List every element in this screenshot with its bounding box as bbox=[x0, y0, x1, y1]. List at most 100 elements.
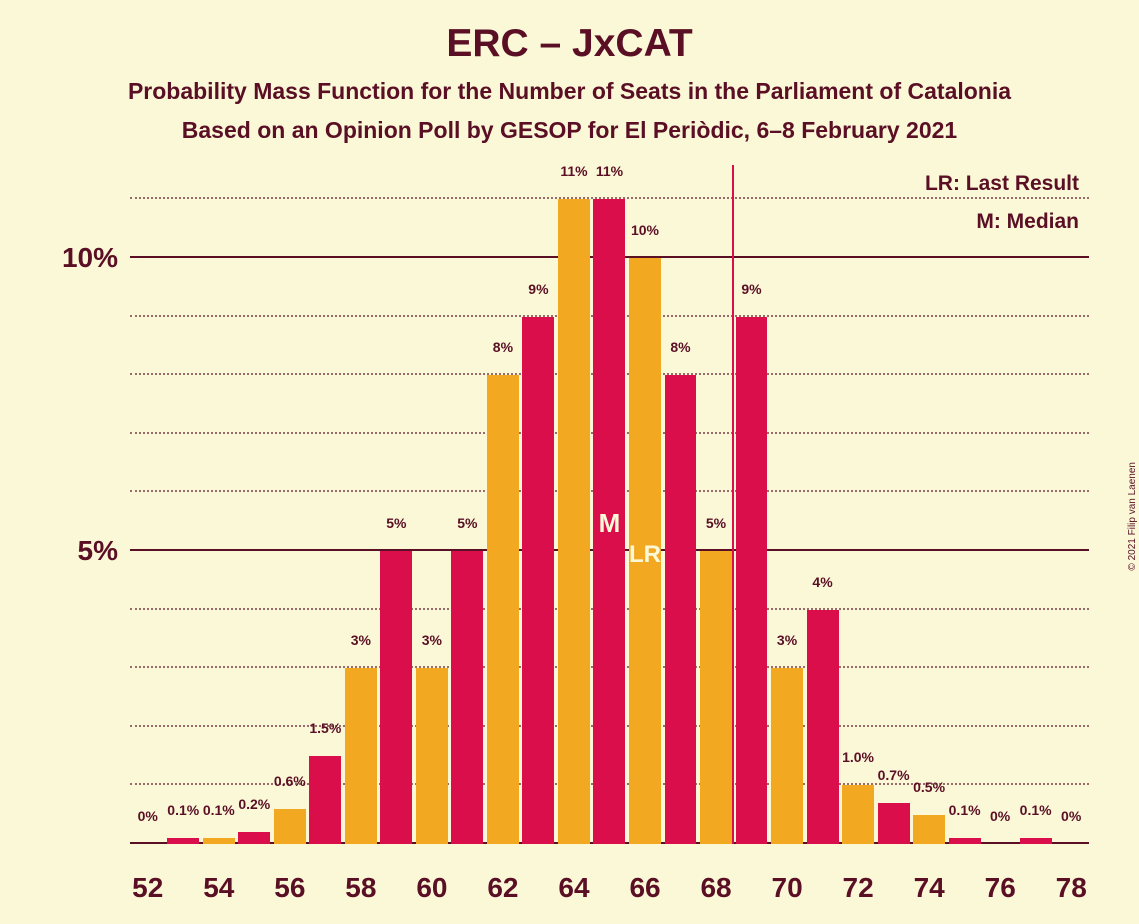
copyright-text: © 2021 Filip van Laenen bbox=[1128, 462, 1139, 571]
bar-value-label: 0.1% bbox=[949, 802, 981, 820]
x-tick-label: 70 bbox=[772, 872, 803, 904]
bar-value-label: 5% bbox=[386, 515, 406, 533]
bar bbox=[238, 832, 270, 844]
bar-slot: 5% bbox=[698, 170, 734, 844]
bar-value-label: 0.1% bbox=[1020, 802, 1052, 820]
bar-value-label: 11% bbox=[560, 163, 587, 181]
x-tick-label: 60 bbox=[416, 872, 447, 904]
bar-value-label: 10% bbox=[631, 222, 659, 240]
x-axis: 52 54 56 58 60 62 64 66 68 70 72 74 76 78 bbox=[130, 849, 1089, 904]
bar bbox=[700, 551, 732, 844]
bar-slot: 1.5% bbox=[308, 170, 344, 844]
bar-value-label: 3% bbox=[422, 632, 442, 650]
bar-slot: 0.1% bbox=[201, 170, 237, 844]
bar-slot: 0% bbox=[130, 170, 166, 844]
bar-value-label: 0.2% bbox=[238, 796, 270, 814]
plot-area: LR: Last Result M: Median 5%10%0%0.1%0.1… bbox=[130, 170, 1089, 844]
bar-slot: 0.1% bbox=[1018, 170, 1054, 844]
bar-value-label: 0.1% bbox=[203, 802, 235, 820]
bar-slot: 4% bbox=[805, 170, 841, 844]
bar-slot: 3% bbox=[769, 170, 805, 844]
bar bbox=[842, 785, 874, 844]
bar-value-label: 5% bbox=[706, 515, 726, 533]
bar bbox=[451, 551, 483, 844]
bar-slot: 0.2% bbox=[237, 170, 273, 844]
bar-slot: 3% bbox=[414, 170, 450, 844]
bar bbox=[416, 668, 448, 844]
x-tick-label: 66 bbox=[629, 872, 660, 904]
bar-slot: 0.6% bbox=[272, 170, 308, 844]
bar-value-label: 0% bbox=[990, 808, 1010, 826]
x-tick-label: 58 bbox=[345, 872, 376, 904]
chart-title: ERC – JxCAT bbox=[0, 0, 1139, 66]
bar-value-label: 0% bbox=[1061, 808, 1081, 826]
bar-slot: 0.5% bbox=[911, 170, 947, 844]
bar bbox=[593, 199, 625, 844]
bar bbox=[522, 317, 554, 844]
x-tick-label: 76 bbox=[985, 872, 1016, 904]
bar bbox=[771, 668, 803, 844]
x-tick-label: 54 bbox=[203, 872, 234, 904]
bar-slot: 8% bbox=[485, 170, 521, 844]
bar bbox=[380, 551, 412, 844]
x-tick-label: 72 bbox=[843, 872, 874, 904]
bar-slot: 3% bbox=[343, 170, 379, 844]
bar-slot: 9% bbox=[521, 170, 557, 844]
chart-area: LR: Last Result M: Median 5%10%0%0.1%0.1… bbox=[50, 170, 1109, 904]
bar-slot: 0.1% bbox=[947, 170, 983, 844]
bar-slot: 8% bbox=[663, 170, 699, 844]
last-result-line bbox=[732, 165, 734, 844]
bar-value-label: 0.6% bbox=[274, 773, 306, 791]
x-tick-label: 78 bbox=[1056, 872, 1087, 904]
bar-slot: 5% bbox=[450, 170, 486, 844]
bar bbox=[167, 838, 199, 844]
bar bbox=[878, 803, 910, 844]
bar-value-label: 3% bbox=[351, 632, 371, 650]
bar-value-label: 8% bbox=[493, 339, 513, 357]
bar bbox=[629, 258, 661, 844]
chart-subtitle-1: Probability Mass Function for the Number… bbox=[0, 78, 1139, 105]
bar bbox=[345, 668, 377, 844]
bar bbox=[487, 375, 519, 844]
x-tick-label: 52 bbox=[132, 872, 163, 904]
chart-subtitle-2: Based on an Opinion Poll by GESOP for El… bbox=[0, 117, 1139, 144]
bar-value-label: 3% bbox=[777, 632, 797, 650]
bar-value-label: 8% bbox=[670, 339, 690, 357]
x-tick-label: 64 bbox=[558, 872, 589, 904]
bar-slot: 11% bbox=[592, 170, 628, 844]
bar-value-label: 11% bbox=[596, 163, 623, 181]
x-tick-label: 56 bbox=[274, 872, 305, 904]
bar-value-label: 9% bbox=[528, 281, 548, 299]
bar bbox=[203, 838, 235, 844]
x-tick-label: 74 bbox=[914, 872, 945, 904]
bar bbox=[1020, 838, 1052, 844]
bar bbox=[558, 199, 590, 844]
bar-value-label: 1.0% bbox=[842, 749, 874, 767]
bars-container: 0%0.1%0.1%0.2%0.6%1.5%3%5%3%5%8%9%11%11%… bbox=[130, 170, 1089, 844]
y-tick-label: 5% bbox=[78, 535, 118, 567]
bar-slot: 0% bbox=[982, 170, 1018, 844]
bar-slot: 0% bbox=[1053, 170, 1089, 844]
bar-slot: 10% bbox=[627, 170, 663, 844]
x-tick-label: 68 bbox=[700, 872, 731, 904]
bar-value-label: 9% bbox=[741, 281, 761, 299]
bar bbox=[736, 317, 768, 844]
bar-slot: 1.0% bbox=[840, 170, 876, 844]
bar bbox=[274, 809, 306, 844]
bar-slot: 9% bbox=[734, 170, 770, 844]
x-tick-label: 62 bbox=[487, 872, 518, 904]
bar-value-label: 0.1% bbox=[167, 802, 199, 820]
bar bbox=[807, 610, 839, 844]
bar bbox=[665, 375, 697, 844]
bar-value-label: 0% bbox=[138, 808, 158, 826]
bar bbox=[913, 815, 945, 844]
bar-value-label: 0.5% bbox=[913, 779, 945, 797]
bar-value-label: 4% bbox=[812, 574, 832, 592]
bar-slot: 5% bbox=[379, 170, 415, 844]
bar-value-label: 1.5% bbox=[309, 720, 341, 738]
bar bbox=[309, 756, 341, 844]
bar-value-label: 0.7% bbox=[878, 767, 910, 785]
bar-slot: 0.1% bbox=[166, 170, 202, 844]
y-tick-label: 10% bbox=[62, 242, 118, 274]
bar-value-label: 5% bbox=[457, 515, 477, 533]
